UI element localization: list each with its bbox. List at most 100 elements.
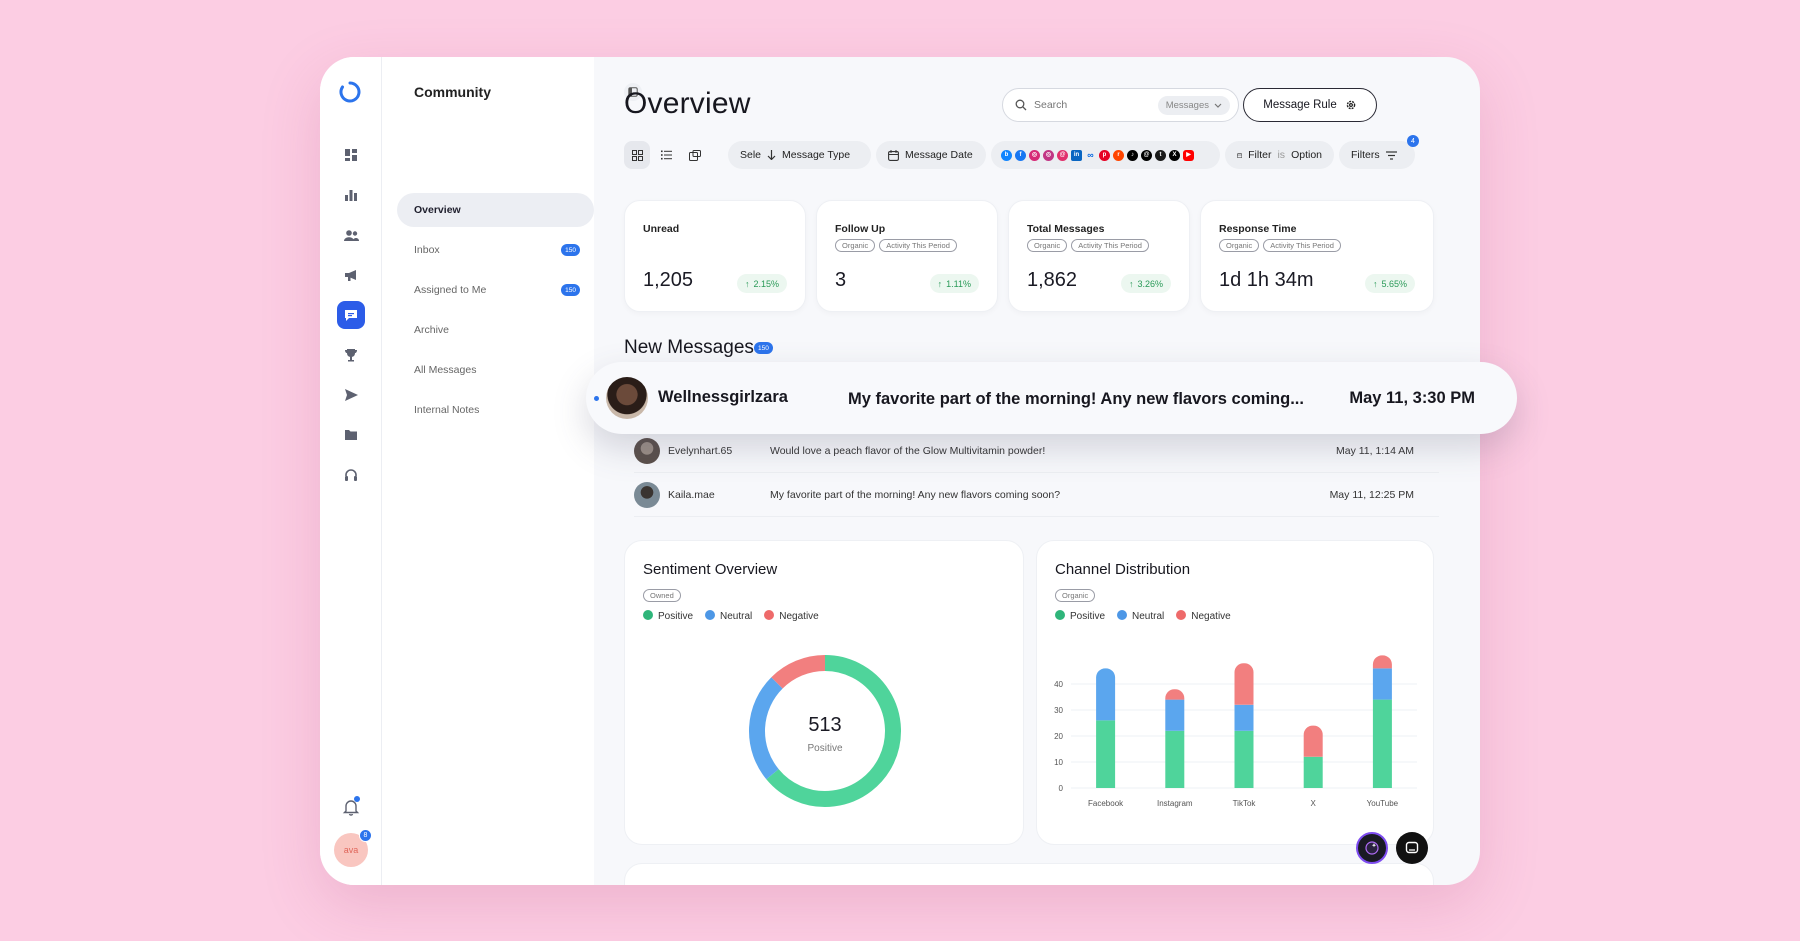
message-row[interactable]: Kaila.mae My favorite part of the mornin… (634, 473, 1439, 517)
y-tick-label: 10 (1054, 758, 1063, 767)
bar-x-negative[interactable] (1303, 725, 1323, 757)
message-rule-button[interactable]: Message Rule (1243, 88, 1377, 122)
instagram-icon: ◎ (1029, 149, 1040, 161)
nav-item-label: All Messages (414, 364, 477, 376)
y-tick-label: 20 (1054, 732, 1063, 741)
donut-center-value: 513 (808, 714, 841, 736)
nav-title: Community (414, 84, 491, 100)
list-view-icon[interactable] (653, 141, 679, 169)
avatar (634, 438, 660, 464)
analytics-icon[interactable] (337, 181, 365, 209)
message-text: Would love a peach flavor of the Glow Mu… (770, 445, 1046, 457)
folder-icon[interactable] (337, 421, 365, 449)
legend-item: Positive (1055, 610, 1105, 622)
megaphone-icon[interactable] (337, 261, 365, 289)
stat-label: Response Time (1219, 223, 1297, 235)
donut-slice-negative[interactable] (771, 655, 826, 689)
nav-item-all-messages[interactable]: All Messages (397, 353, 594, 387)
message-date: May 11, 12:25 PM (1329, 489, 1414, 501)
search-scope-select[interactable]: Messages (1157, 96, 1230, 115)
nav-item-internal-notes[interactable]: Internal Notes (397, 393, 594, 427)
users-icon[interactable] (337, 221, 365, 249)
bar-youtube-positive[interactable] (1372, 699, 1392, 788)
channel-filter[interactable]: b f ◎ ◎ @ in ∞ p r ♪ @ t X ▶ (991, 141, 1220, 169)
next-card-preview (624, 863, 1434, 885)
card-title: Sentiment Overview (643, 561, 778, 578)
bar-tiktok-neutral[interactable] (1234, 704, 1254, 731)
highlighted-message-row[interactable]: Wellnessgirlzara My favorite part of the… (586, 362, 1517, 434)
stat-card-unread[interactable]: Unread 1,205 ↑ 2.15% (624, 200, 806, 312)
filter-option-chip[interactable]: Filter is Option (1225, 141, 1334, 169)
bar-facebook-positive[interactable] (1096, 720, 1116, 788)
notifications-icon[interactable] (340, 796, 362, 818)
bar-facebook-neutral[interactable] (1096, 668, 1116, 721)
nav-item-overview[interactable]: Overview (397, 193, 594, 227)
search-input[interactable] (1034, 99, 1154, 111)
stat-delta: ↑ 2.15% (736, 274, 787, 293)
bar-tiktok-negative[interactable] (1234, 663, 1254, 705)
collapse-sidebar-icon[interactable] (624, 83, 642, 101)
message-sender: Wellnessgirlzara (658, 388, 788, 406)
stat-delta-value: 5.65% (1381, 278, 1407, 289)
user-avatar[interactable]: ava 8 (334, 829, 372, 867)
nav-item-inbox[interactable]: Inbox 150 (397, 233, 594, 267)
stat-card-response-time[interactable]: Response Time Organic Activity This Perio… (1200, 200, 1434, 312)
stat-tag: Activity This Period (879, 239, 957, 252)
message-row[interactable]: Evelynhart.65 Would love a peach flavor … (634, 429, 1439, 473)
stat-card-follow-up[interactable]: Follow Up Organic Activity This Period 3 … (816, 200, 998, 312)
gear-icon (1346, 100, 1356, 110)
facebook-icon: f (1015, 149, 1026, 161)
x-tick-label: YouTube (1367, 799, 1399, 808)
filter-operator: is (1277, 149, 1286, 161)
logo-icon[interactable] (339, 81, 361, 103)
bar-instagram-positive[interactable] (1165, 730, 1185, 788)
stat-card-total-messages[interactable]: Total Messages Organic Activity This Peri… (1008, 200, 1190, 312)
x-tick-label: Facebook (1088, 799, 1124, 808)
tumblr-icon: t (1155, 149, 1166, 161)
chart-legend: Positive Neutral Negative (643, 610, 819, 622)
messages-icon[interactable] (337, 301, 365, 329)
donut-slice-positive[interactable] (766, 655, 901, 807)
channel-distribution-card: Channel Distribution Organic Positive Ne… (1036, 540, 1434, 845)
calendar-icon (1237, 152, 1243, 158)
stat-value: 1,205 (643, 269, 694, 291)
bar-instagram-negative[interactable] (1165, 689, 1185, 700)
nav-item-assigned-to-me[interactable]: Assigned to Me 150 (397, 273, 594, 307)
message-rule-label: Message Rule (1263, 99, 1337, 111)
new-messages-badge: 150 (754, 342, 773, 354)
message-date-filter[interactable]: Message Date (876, 141, 986, 169)
icon-rail: ava 8 (320, 57, 382, 885)
bar-youtube-negative[interactable] (1372, 655, 1392, 669)
instagram-alt-icon: ◎ (1043, 149, 1054, 161)
select-sort-dropdown[interactable]: Sele Message Type (728, 141, 871, 169)
bar-youtube-neutral[interactable] (1372, 668, 1392, 700)
bar-tiktok-positive[interactable] (1234, 730, 1254, 788)
trophy-icon[interactable] (337, 341, 365, 369)
grid-view-icon[interactable] (624, 141, 650, 169)
send-icon[interactable] (337, 381, 365, 409)
filters-button[interactable]: Filters 4 (1339, 135, 1419, 169)
ai-assistant-button[interactable] (1356, 832, 1388, 864)
new-messages-title: New Messages (624, 337, 754, 358)
stat-tag: Activity This Period (1071, 239, 1149, 252)
tiktok-icon: ♪ (1127, 149, 1138, 161)
message-type-label: Message Type (782, 149, 851, 161)
dashboard-icon[interactable] (337, 141, 365, 169)
legend-item: Negative (1176, 610, 1231, 622)
x-tick-label: Instagram (1157, 799, 1193, 808)
bar-x-positive[interactable] (1303, 756, 1323, 788)
chat-support-button[interactable] (1396, 832, 1428, 864)
nav-item-archive[interactable]: Archive (397, 313, 594, 347)
donut-slice-neutral[interactable] (749, 677, 783, 780)
avatar (634, 482, 660, 508)
search-box[interactable]: Messages (1002, 88, 1239, 122)
main-content: Overview Messages Message Rule Sele Messa… (594, 57, 1480, 885)
headphones-icon[interactable] (337, 461, 365, 489)
layout-view-icon[interactable] (682, 141, 708, 169)
nav-item-label: Internal Notes (414, 404, 480, 416)
stat-tag: Organic (1219, 239, 1260, 252)
bar-instagram-neutral[interactable] (1165, 699, 1185, 731)
message-text: My favorite part of the morning! Any new… (848, 390, 1304, 408)
inbox-count-badge: 150 (561, 244, 580, 256)
meta-icon: ∞ (1087, 149, 1094, 160)
